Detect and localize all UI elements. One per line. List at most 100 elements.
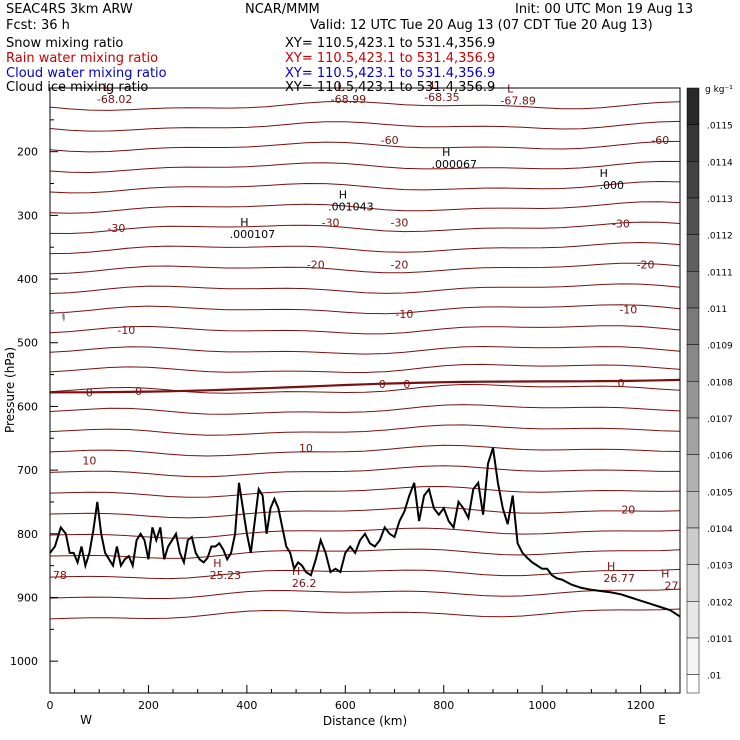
extremum-value: -68.99 <box>331 93 366 106</box>
colorbar-label: .0101 <box>707 635 733 645</box>
y-tick-label: 500 <box>17 337 38 350</box>
colorbar-swatch <box>686 271 700 309</box>
field-name-cloud-water: Cloud water mixing ratio <box>6 66 167 81</box>
y-tick-label: 200 <box>17 146 38 159</box>
isotherm-label: 0 <box>86 386 93 399</box>
colorbar-label: .0108 <box>707 378 733 388</box>
extremum-letter: H <box>442 146 450 159</box>
extremum-value: -68.35 <box>424 91 459 104</box>
isotherm-label: 0 <box>135 385 142 398</box>
extremum-value: 27. <box>664 580 682 593</box>
isotherm-label: 20 <box>621 504 635 517</box>
y-tick-label: 600 <box>17 400 38 413</box>
terrain-profile <box>49 447 681 618</box>
colorbar-swatch <box>686 454 700 492</box>
init-time: Init: 00 UTC Mon 19 Aug 13 <box>515 2 694 17</box>
isotherm-line <box>49 608 681 620</box>
colorbar: .0115 .0114 .0113 .0112 .0111 .011 .0109 .0108.… <box>686 87 733 694</box>
colorbar-label: .0111 <box>707 268 733 278</box>
isotherm-line <box>49 241 681 255</box>
isotherm-line <box>49 140 681 153</box>
colorbar-label: .0109 <box>707 342 733 352</box>
y-tick-label: 400 <box>17 273 38 286</box>
isotherm-line <box>49 345 681 355</box>
colorbar-swatch <box>686 307 700 345</box>
colorbar-swatch <box>686 344 700 382</box>
isotherm-line <box>49 548 681 559</box>
extremum-value: .000107 <box>230 228 276 241</box>
x-axis-label: Distance (km) <box>323 714 407 728</box>
isotherm-line <box>49 120 681 132</box>
extremum-value: 26.77 <box>603 572 635 585</box>
isotherm-line <box>49 568 681 580</box>
isotherm-label: -20 <box>637 258 655 271</box>
colorbar-swatch <box>686 234 700 272</box>
extremum-value: .000 <box>599 179 624 192</box>
extremum-letter: L <box>507 82 514 95</box>
isotherm-line <box>49 180 681 194</box>
forecast-hour: Fcst: 36 h <box>6 18 70 33</box>
colorbar-label: .0104 <box>707 525 733 535</box>
colorbar-unit: g kg⁻¹ <box>705 85 733 95</box>
center-label: NCAR/MMM <box>245 2 320 17</box>
colorbar-swatch <box>686 527 700 565</box>
extremum-value: .001043 <box>328 201 374 214</box>
isotherm-label: 10 <box>82 455 96 468</box>
isotherm-line <box>49 506 681 519</box>
isotherm-line <box>49 404 681 415</box>
extremum-letter: H <box>213 557 221 570</box>
terrain-layer <box>49 447 681 618</box>
isotherm-label: -10 <box>395 308 413 321</box>
label-layer: -60 -60 -30 -30 -30 -30 -20 -20 -20 -10 -10 -10 0 0 0 0… <box>53 79 682 592</box>
colorbar-label: .0106 <box>707 452 733 462</box>
plot-frame <box>49 87 681 694</box>
colorbar-label: .0105 <box>707 488 733 498</box>
field-xy-rain: XY= 110.5,423.1 to 531.4,356.9 <box>285 51 496 66</box>
colorbar-swatch <box>686 87 700 125</box>
y-tick-label: 800 <box>17 528 38 541</box>
extremum-letter: H <box>600 167 608 180</box>
isotherm-label: -30 <box>612 218 630 231</box>
colorbar-label: .01 <box>707 672 721 682</box>
field-name-snow: Snow mixing ratio <box>6 36 124 51</box>
experiment-title: SEAC4RS 3km ARW <box>6 2 133 17</box>
isotherm-line <box>49 304 681 315</box>
x-tick-label: 200 <box>138 699 159 712</box>
colorbar-label: .0114 <box>707 158 733 168</box>
colorbar-swatch <box>686 381 700 419</box>
extremum-value: 78 <box>53 569 67 582</box>
colorbar-label: .0107 <box>707 415 733 425</box>
colorbar-swatch <box>686 417 700 455</box>
isotherm-label: 0 <box>617 377 624 390</box>
x-tick-label: 400 <box>236 699 257 712</box>
isotherm-label: -10 <box>619 304 637 317</box>
isotherm-label: -30 <box>390 216 408 229</box>
isotherm-layer <box>49 100 681 620</box>
freezing-level-line <box>49 378 681 394</box>
extremum-letter: L <box>431 79 438 92</box>
extremum-value: -68.02 <box>97 93 132 106</box>
isotherm-line <box>49 221 681 235</box>
colorbar-swatch <box>686 161 700 199</box>
colorbar-swatch <box>686 491 700 529</box>
isotherm-line <box>49 444 681 457</box>
colorbar-label: .011 <box>707 305 727 315</box>
colorbar-swatch <box>686 601 700 639</box>
isotherm-label: 0 <box>379 378 386 391</box>
isotherm-label: -30 <box>322 216 340 229</box>
field-xy-cloud-water: XY= 110.5,423.1 to 531.4,356.9 <box>285 66 496 81</box>
colorbar-swatch <box>686 564 700 602</box>
colorbar-swatch <box>686 124 700 162</box>
colorbar-label: .0103 <box>707 562 733 572</box>
isotherm-label: 0 <box>403 378 410 391</box>
isotherm-line <box>49 100 681 111</box>
x-tick-label: 1200 <box>627 699 655 712</box>
isotherm-label: -60 <box>651 134 669 147</box>
y-tick-label: 300 <box>17 209 38 222</box>
isotherm-line <box>49 383 681 394</box>
colorbar-label: .0112 <box>707 232 733 242</box>
x-tick-label: 800 <box>433 699 454 712</box>
axis-layer: 0 200 400 600 800 1000 12002003004005006007008… <box>10 119 666 712</box>
scroll-marker-icon <box>62 311 65 322</box>
